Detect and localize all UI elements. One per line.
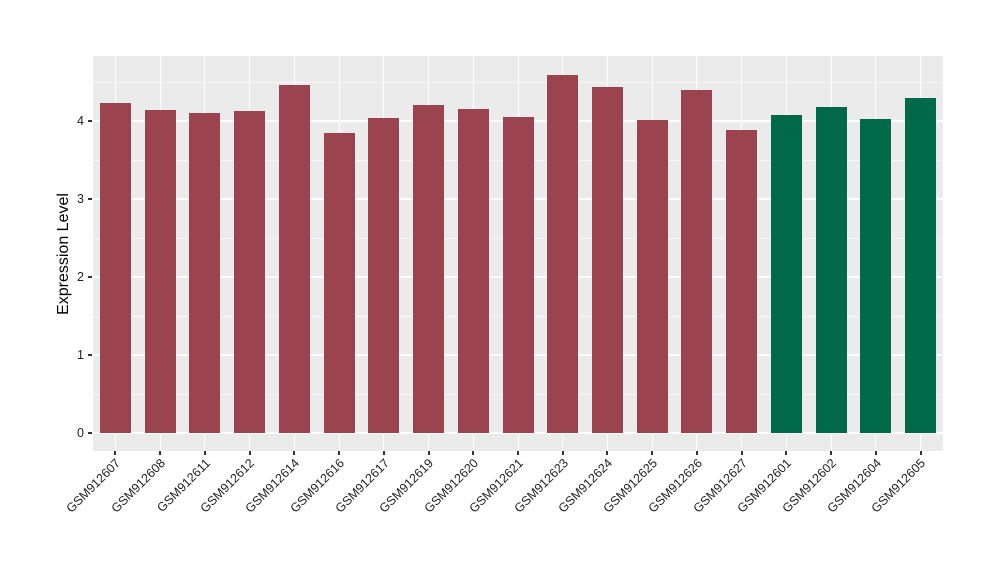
y-axis-title: Expression Level xyxy=(55,193,72,315)
y-tick-mark-0 xyxy=(88,432,92,434)
x-tick-mark-GSM912608 xyxy=(159,451,162,455)
bar-GSM912614 xyxy=(278,85,310,433)
bar-GSM912608 xyxy=(144,110,176,433)
bar-GSM912623 xyxy=(547,74,579,433)
bar-GSM912625 xyxy=(636,120,668,433)
x-tick-mark-GSM912614 xyxy=(293,451,296,455)
bar-GSM912604 xyxy=(860,118,892,433)
y-tick-label-3: 3 xyxy=(77,192,84,206)
plot-panel xyxy=(93,56,943,451)
y-tick-label-2: 2 xyxy=(77,270,84,284)
bar-GSM912617 xyxy=(368,117,400,433)
y-tick-mark-4 xyxy=(88,120,92,122)
bar-GSM912605 xyxy=(905,98,937,433)
bar-GSM912601 xyxy=(770,114,802,433)
x-tick-mark-GSM912602 xyxy=(830,451,833,455)
x-tick-mark-GSM912612 xyxy=(248,451,251,455)
x-tick-mark-GSM912617 xyxy=(382,451,385,455)
bar-GSM912611 xyxy=(189,113,221,433)
x-tick-mark-GSM912625 xyxy=(651,451,654,455)
bar-GSM912621 xyxy=(502,117,534,433)
x-tick-mark-GSM912601 xyxy=(785,451,788,455)
x-tick-mark-GSM912604 xyxy=(874,451,877,455)
x-tick-mark-GSM912623 xyxy=(561,451,564,455)
bar-GSM912620 xyxy=(457,108,489,433)
x-tick-mark-GSM912616 xyxy=(338,451,341,455)
x-tick-mark-GSM912624 xyxy=(606,451,609,455)
y-tick-label-1: 1 xyxy=(77,348,84,362)
bar-GSM912624 xyxy=(591,87,623,433)
x-tick-mark-GSM912607 xyxy=(114,451,117,455)
y-tick-mark-3 xyxy=(88,198,92,200)
x-tick-mark-GSM912626 xyxy=(695,451,698,455)
bar-GSM912626 xyxy=(681,89,713,433)
x-tick-mark-GSM912611 xyxy=(203,451,206,455)
y-tick-label-4: 4 xyxy=(77,114,84,128)
y-tick-mark-2 xyxy=(88,276,92,278)
y-tick-mark-1 xyxy=(88,354,92,356)
bar-GSM912612 xyxy=(234,110,266,433)
x-tick-mark-GSM912620 xyxy=(472,451,475,455)
x-tick-mark-GSM912621 xyxy=(517,451,519,455)
bar-GSM912627 xyxy=(726,130,758,433)
bar-GSM912607 xyxy=(99,103,131,433)
bar-GSM912602 xyxy=(815,106,847,433)
y-tick-label-0: 0 xyxy=(77,426,84,440)
bar-GSM912616 xyxy=(323,132,355,433)
x-tick-mark-GSM912619 xyxy=(427,451,430,455)
x-tick-mark-GSM912627 xyxy=(740,451,743,455)
bar-GSM912619 xyxy=(413,104,445,433)
x-tick-mark-GSM912605 xyxy=(919,451,922,455)
